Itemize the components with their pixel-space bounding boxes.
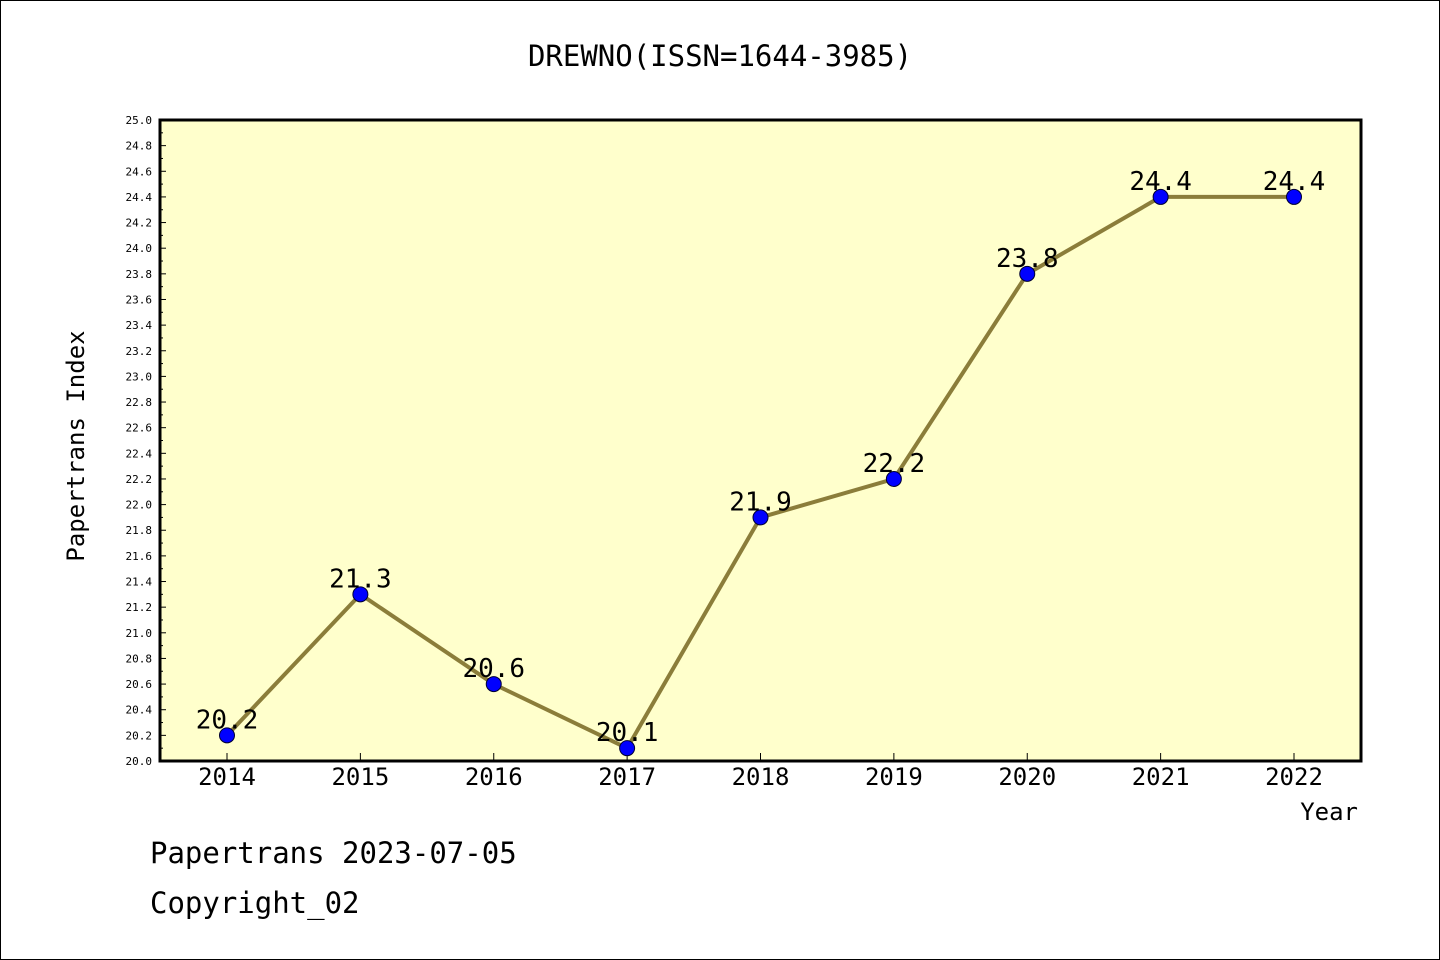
- y-tick-label: 24.8: [126, 140, 153, 153]
- data-label: 23.8: [996, 244, 1059, 274]
- y-tick-label: 21.0: [126, 627, 153, 640]
- y-tick-label: 22.8: [126, 396, 153, 409]
- y-tick-label: 21.4: [126, 576, 153, 589]
- x-tick-label: 2019: [865, 763, 923, 791]
- y-axis: 20.0 20.2 20.4 20.6 20.8 21.0 21.2 21.4 21.6 21.8…: [126, 114, 166, 768]
- y-tick-label: 24.0: [126, 242, 153, 255]
- x-tick-label: 2015: [331, 763, 389, 791]
- y-tick-label: 23.6: [126, 293, 153, 306]
- data-point: [1152, 188, 1169, 205]
- x-tick-label: 2014: [198, 763, 256, 791]
- series-layer: 20.2 21.3 20.6 20.1 21.9 22.2 23.8 24.4 24.4: [196, 167, 1326, 757]
- x-axis-label: Year: [1300, 798, 1358, 826]
- y-tick-label: 23.0: [126, 370, 153, 383]
- y-tick-label: 23.2: [126, 345, 153, 358]
- data-point: [1286, 188, 1302, 205]
- plot-border: [158, 118, 1363, 763]
- y-tick-label: 25.0: [126, 114, 153, 127]
- y-tick-label: 24.4: [126, 191, 153, 204]
- y-tick-label: 22.6: [126, 422, 153, 435]
- y-tick-label: 22.2: [126, 473, 153, 486]
- data-point: [752, 509, 769, 526]
- data-label: 21.9: [729, 487, 792, 517]
- data-point: [885, 470, 902, 487]
- data-label: 20.6: [462, 654, 525, 684]
- y-tick-label: 24.6: [126, 165, 153, 178]
- footer-date: Papertrans 2023-07-05: [150, 836, 517, 870]
- data-point: [485, 676, 502, 693]
- data-point: [352, 586, 369, 603]
- y-tick-label: 21.8: [126, 524, 153, 537]
- y-tick-label: 20.4: [126, 704, 153, 717]
- y-tick-label: 23.8: [126, 268, 153, 281]
- data-point: [619, 740, 636, 757]
- y-tick-label: 20.8: [126, 652, 153, 665]
- x-tick-label: 2018: [732, 763, 790, 791]
- data-label: 20.2: [196, 705, 259, 735]
- plot-area: [160, 120, 1361, 761]
- x-tick-label: 2020: [998, 763, 1056, 791]
- data-point: [219, 727, 235, 744]
- y-tick-label: 20.6: [126, 678, 153, 691]
- data-label: 24.4: [1263, 167, 1326, 197]
- chart-title: DREWNO(ISSN=1644-3985): [528, 39, 912, 73]
- y-tick-label: 23.4: [126, 319, 153, 332]
- y-tick-label: 20.0: [126, 755, 153, 768]
- y-tick-label: 24.2: [126, 217, 153, 230]
- data-label: 22.2: [863, 449, 926, 479]
- x-tick-label: 2017: [598, 763, 656, 791]
- y-axis-label: Papertrans Index: [62, 330, 90, 561]
- footer-copyright: Copyright_02: [150, 886, 360, 920]
- data-label: 24.4: [1129, 167, 1192, 197]
- y-tick-label: 21.6: [126, 550, 153, 563]
- x-tick-label: 2021: [1132, 763, 1190, 791]
- y-tick-label: 22.4: [126, 447, 153, 460]
- y-tick-label: 20.2: [126, 729, 153, 742]
- x-axis: 2014 2015 2016 2017 2018 2019 2020 2021 2022: [198, 753, 1323, 791]
- y-tick-label: 21.2: [126, 601, 153, 614]
- x-tick-label: 2016: [465, 763, 523, 791]
- data-label: 20.1: [596, 718, 659, 748]
- data-label: 21.3: [329, 564, 392, 594]
- data-point: [1019, 265, 1036, 282]
- x-tick-label: 2022: [1265, 763, 1323, 791]
- y-tick-label: 22.0: [126, 499, 153, 512]
